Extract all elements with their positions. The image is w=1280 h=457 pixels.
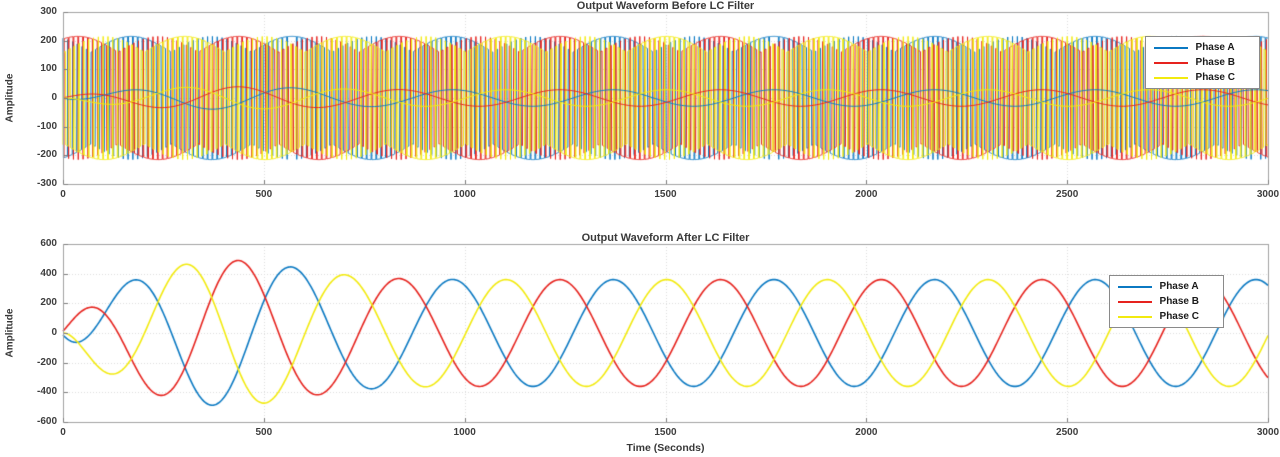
- legend-item-phase-a: Phase A: [1117, 281, 1199, 292]
- x-tick-label: 1000: [453, 189, 476, 200]
- y-tick-label: 200: [40, 34, 57, 46]
- after-filter-plot-canvas: [0, 230, 1280, 457]
- y-tick-label: -200: [36, 356, 57, 368]
- x-tick-label: 500: [255, 189, 273, 200]
- chart-title-after: Output Waveform After LC Filter: [581, 232, 750, 244]
- chart-title-before: Output Waveform Before LC Filter: [576, 0, 755, 12]
- x-tick-label: 2000: [855, 427, 878, 438]
- after-filter-chart: Output Waveform After LC Filter Amplitud…: [0, 230, 1280, 457]
- before-filter-plot-canvas: [0, 0, 1280, 207]
- legend-label: Phase C: [1195, 72, 1235, 83]
- x-tick-label: 500: [255, 427, 273, 438]
- x-tick-label: 2000: [855, 189, 878, 200]
- y-tick-label: 0: [51, 92, 57, 103]
- legend-line-sample: [1117, 285, 1152, 288]
- legend-label: Phase B: [1195, 57, 1235, 68]
- before-filter-chart: Output Waveform Before LC Filter Amplitu…: [0, 0, 1280, 207]
- y-tick-label: 400: [40, 267, 57, 279]
- legend-line-sample: [1117, 315, 1152, 318]
- x-tick-label: 2500: [1056, 427, 1079, 438]
- y-tick-label: 0: [51, 327, 57, 338]
- y-tick-label: -200: [36, 149, 57, 161]
- y-tick-label: 300: [40, 6, 57, 17]
- legend-label: Phase C: [1159, 311, 1199, 322]
- legend-label: Phase B: [1159, 296, 1199, 307]
- y-tick-label: -400: [36, 386, 57, 398]
- x-tick-label: 0: [60, 189, 66, 200]
- y-tick-label: 600: [40, 238, 57, 249]
- legend-item-phase-a: Phase A: [1153, 42, 1235, 53]
- legend-line-sample: [1153, 46, 1188, 49]
- x-tick-label: 1500: [654, 189, 677, 200]
- legend-line-sample: [1153, 76, 1188, 79]
- legend-item-phase-b: Phase B: [1153, 57, 1235, 68]
- y-tick-label: -300: [36, 178, 57, 189]
- legend-item-phase-b: Phase B: [1117, 296, 1199, 307]
- legend-item-phase-c: Phase C: [1117, 311, 1199, 322]
- y-tick-label: -100: [36, 120, 57, 132]
- legend-label: Phase A: [1195, 42, 1235, 53]
- x-tick-label: 1000: [453, 427, 476, 438]
- legend-line-sample: [1117, 300, 1152, 303]
- legend-line-sample: [1153, 61, 1188, 64]
- x-tick-label: 1500: [654, 427, 677, 438]
- legend: Phase A Phase B Phase C: [1144, 36, 1260, 89]
- x-axis-label: Time (Seconds): [626, 442, 705, 454]
- y-tick-label: 200: [40, 297, 57, 309]
- y-tick-label: 100: [40, 63, 57, 75]
- x-tick-label: 0: [60, 427, 66, 438]
- x-tick-label: 2500: [1056, 189, 1079, 200]
- legend-label: Phase A: [1159, 281, 1199, 292]
- legend-item-phase-c: Phase C: [1153, 72, 1235, 83]
- x-tick-label: 3000: [1256, 427, 1280, 438]
- y-tick-label: -600: [36, 416, 57, 427]
- legend: Phase A Phase B Phase C: [1108, 275, 1224, 328]
- x-tick-label: 3000: [1256, 189, 1280, 200]
